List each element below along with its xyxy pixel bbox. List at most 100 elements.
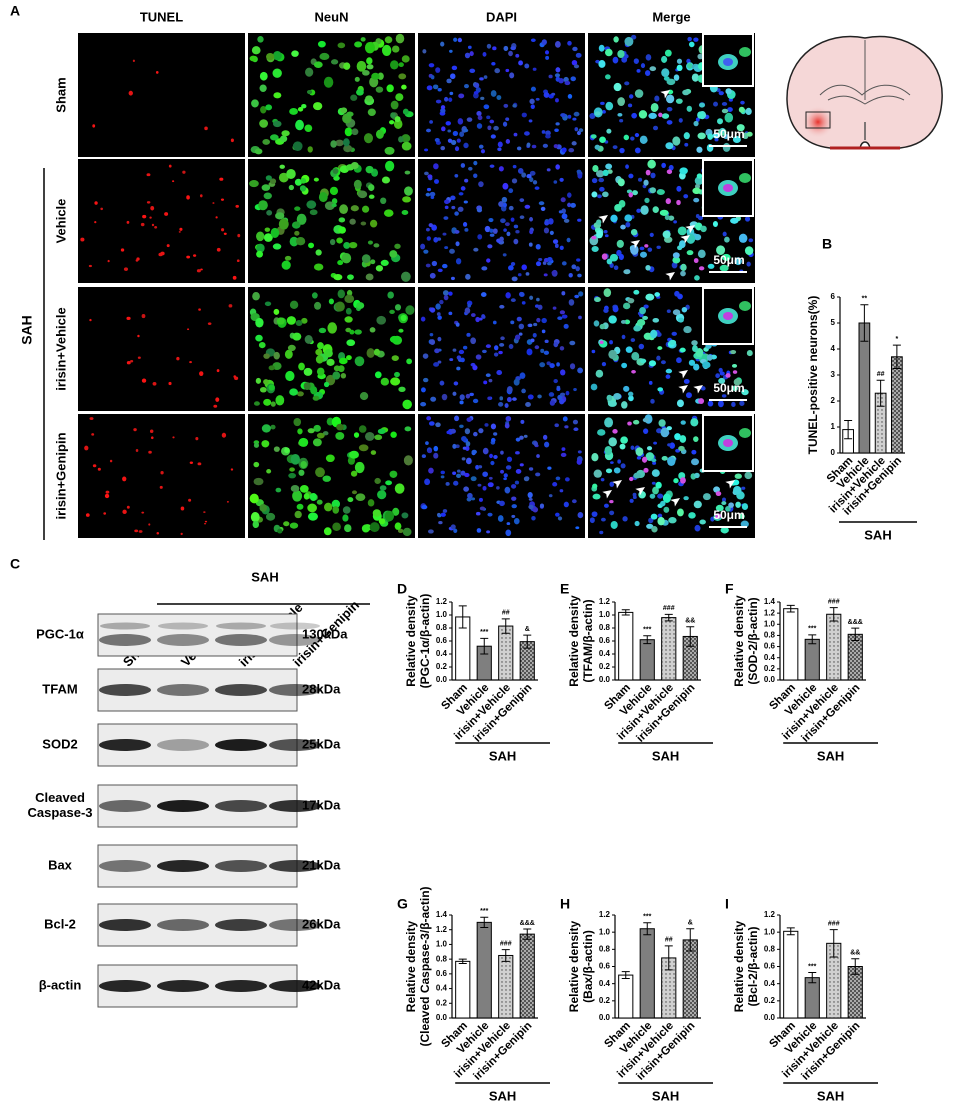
cell xyxy=(355,493,366,501)
cell xyxy=(720,526,729,534)
cell xyxy=(390,60,399,70)
cell xyxy=(646,523,654,529)
bar xyxy=(783,608,799,681)
cell xyxy=(629,476,634,482)
cell xyxy=(428,63,435,68)
cell xyxy=(722,142,731,152)
significance: && xyxy=(850,950,860,957)
cell xyxy=(605,163,613,170)
cell xyxy=(643,467,649,473)
cell xyxy=(544,50,550,55)
error-bar xyxy=(686,928,695,952)
cell xyxy=(107,259,110,263)
cell xyxy=(85,513,90,517)
cell xyxy=(599,530,604,535)
cell xyxy=(453,480,459,486)
cell xyxy=(660,427,670,438)
cell xyxy=(621,56,628,63)
cell xyxy=(353,179,362,190)
cell xyxy=(667,456,676,467)
cell xyxy=(374,371,382,379)
cell xyxy=(470,337,477,345)
cell xyxy=(693,197,700,203)
cell xyxy=(466,117,473,122)
cell xyxy=(338,226,346,234)
cell xyxy=(313,61,323,69)
cell xyxy=(631,34,637,40)
cell xyxy=(564,425,569,429)
cell xyxy=(292,141,303,151)
cell xyxy=(290,484,300,492)
cell xyxy=(480,149,486,154)
cell xyxy=(444,205,449,210)
cell xyxy=(259,71,268,81)
cell xyxy=(307,503,317,513)
cell xyxy=(197,462,202,466)
cell xyxy=(324,349,333,358)
cell xyxy=(401,55,410,63)
cell xyxy=(538,201,545,206)
cell xyxy=(499,396,504,401)
cell xyxy=(141,378,147,383)
cell xyxy=(567,114,572,119)
cell xyxy=(518,323,525,330)
cell xyxy=(558,210,563,214)
cell xyxy=(443,216,449,220)
cell xyxy=(269,178,277,185)
cell xyxy=(568,299,575,306)
cell xyxy=(724,236,730,243)
significance: * xyxy=(896,336,899,343)
cell xyxy=(420,387,426,393)
cell xyxy=(353,432,360,438)
protein-label: Caspase-3 xyxy=(27,805,92,820)
y-tick-label: 4 xyxy=(831,344,836,353)
cell xyxy=(445,121,452,126)
cell xyxy=(428,421,435,426)
cell xyxy=(621,334,626,340)
arrowhead xyxy=(680,235,690,244)
cell xyxy=(609,253,619,262)
cell xyxy=(548,74,553,79)
cell xyxy=(370,259,376,265)
cell xyxy=(641,456,648,463)
cell xyxy=(541,39,547,46)
cell xyxy=(291,50,299,57)
cell xyxy=(322,475,331,482)
error-bar xyxy=(621,609,630,616)
cell xyxy=(535,97,540,101)
cell xyxy=(261,440,270,448)
y-tick-label: 1.2 xyxy=(436,597,448,606)
cell xyxy=(344,294,355,304)
cell xyxy=(613,265,619,271)
cell xyxy=(120,248,125,252)
cell xyxy=(728,502,734,508)
cell xyxy=(681,306,688,313)
cell xyxy=(467,303,472,308)
cell xyxy=(195,437,199,441)
cell xyxy=(563,323,569,329)
cell xyxy=(449,248,455,254)
cell xyxy=(505,68,510,73)
cell xyxy=(511,504,517,509)
cell xyxy=(331,198,338,205)
cell xyxy=(521,301,526,305)
cell xyxy=(666,426,672,431)
cell xyxy=(721,253,731,261)
cell xyxy=(394,304,402,311)
cell xyxy=(510,298,516,303)
cell xyxy=(577,450,582,454)
cell xyxy=(715,513,722,519)
cell xyxy=(698,102,706,108)
cell xyxy=(697,53,704,60)
cell xyxy=(100,207,103,211)
cell xyxy=(104,493,110,499)
cell xyxy=(464,472,470,478)
cell xyxy=(122,509,127,514)
cell xyxy=(367,499,375,507)
cell xyxy=(544,339,549,344)
cell xyxy=(434,348,440,354)
cell xyxy=(498,201,505,207)
cell xyxy=(679,347,686,353)
panel-letter: F xyxy=(725,581,734,597)
cell xyxy=(606,128,612,134)
